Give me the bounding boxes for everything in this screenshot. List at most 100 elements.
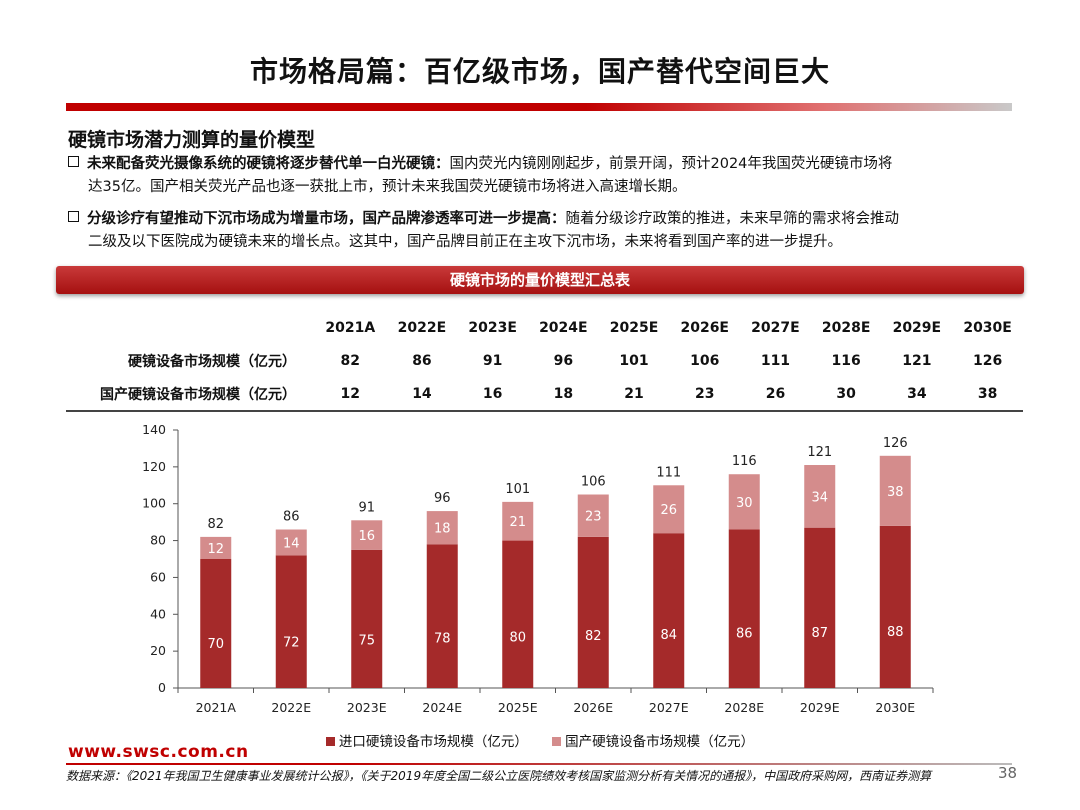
table-cell: 26 [740,377,811,412]
bar-domestic [426,511,458,545]
y-tick-label: 20 [150,643,166,658]
bar-domestic [879,455,911,526]
table-cell: 23 [669,377,741,412]
data-label-import: 82 [585,629,602,644]
legend-swatch-domestic [552,737,562,746]
table-cell: 38 [952,377,1023,412]
bar-import [502,540,534,688]
data-label-total: 111 [656,465,681,480]
data-label-domestic: 21 [509,515,526,530]
checkbox-bullet-icon [68,156,79,167]
x-tick-label: 2023E [347,700,387,715]
x-tick-label: 2024E [422,700,462,715]
data-label-domestic: 16 [358,529,375,544]
bar-domestic [728,474,760,530]
table-cell: 14 [386,377,458,412]
x-tick-label: 2021A [196,700,237,715]
table-cell: 121 [902,352,932,369]
bar-import [351,549,383,688]
data-label-domestic: 34 [811,490,828,505]
data-label-import: 86 [736,627,753,642]
bar-domestic [577,494,609,537]
bullet-lead: 分级诊疗有望推动下沉市场成为增量市场，国产品牌渗透率可进一步提高： [87,211,566,227]
data-label-total: 82 [207,517,224,532]
table-row: 国产硬镜设备市场规模（亿元） 12 14 16 18 21 23 26 30 3… [66,377,1023,412]
bar-import [653,533,685,688]
x-tick-label: 2027E [649,700,689,715]
data-label-import: 88 [887,625,904,640]
y-tick-label: 40 [150,606,166,621]
table-cell: 91 [482,352,503,369]
bullet-text: 随着分级诊疗政策的推进，未来早筛的需求将会推动 [565,211,900,227]
table-cell: 86 [412,352,432,369]
table-cell: 111 [760,352,791,369]
footer-divider [66,763,1012,765]
y-tick-label: 60 [150,569,166,584]
legend-label: 进口硬镜设备市场规模（亿元） [338,734,528,750]
table-corner-cell [66,311,314,344]
data-label-import: 78 [434,632,451,647]
summary-table: 2021A 2022E 2023E 2024E 2025E 2026E 2027… [66,311,1023,412]
page-number: 38 [998,764,1018,782]
chart-legend: 进口硬镜设备市场规模（亿元） 国产硬镜设备市场规模（亿元） [0,730,1080,750]
year-header: 2027E [751,319,800,336]
stacked-bar-chart: 0 20 40 60 80 100 120 140 70 12 82 2021A 72 14 86 2022E… [142,422,934,715]
x-tick-label: 2022E [271,700,311,715]
data-label-total: 96 [434,491,451,506]
data-label-import: 72 [283,636,300,651]
bar-domestic [502,501,534,541]
table-cell: 30 [810,377,882,412]
legend-label: 国产硬镜设备市场规模（亿元） [565,734,755,750]
table-header-row: 2021A 2022E 2023E 2024E 2025E 2026E 2027… [66,311,1023,344]
bar-domestic [351,520,383,550]
y-tick-label: 80 [150,533,166,548]
bar-import [426,544,458,688]
legend-item-import: 进口硬镜设备市场规模（亿元） [325,730,528,750]
bullet-lead: 未来配备荧光摄像系统的硬镜将逐步替代单一白光硬镜： [87,156,450,172]
data-label-domestic: 12 [207,542,224,557]
section-heading: 硬镜市场潜力测算的量价模型 [68,129,316,151]
page-title: 市场格局篇：百亿级市场，国产替代空间巨大 [249,55,830,88]
table-banner: 硬镜市场的量价模型汇总表 [56,266,1024,294]
x-tick-label: 2029E [800,700,840,715]
table-cell: 18 [527,377,599,412]
x-tick-label: 2028E [724,700,764,715]
data-label-domestic: 38 [887,485,904,500]
year-header: 2029E [892,319,942,336]
bar-import [200,559,232,688]
bar-import [577,536,609,688]
checkbox-bullet-icon [68,211,79,222]
data-label-total: 86 [283,510,300,525]
website-link[interactable]: www.swsc.com.cn [68,742,249,762]
data-label-total: 101 [505,482,530,497]
x-tick-label: 2025E [498,700,538,715]
year-header: 2025E [609,319,659,336]
data-label-total: 91 [358,500,375,515]
table-cell: 96 [553,352,574,369]
data-label-domestic: 26 [660,503,677,518]
data-label-domestic: 14 [283,536,300,551]
bar-import [728,529,760,688]
year-header: 2024E [539,319,588,336]
year-header: 2023E [468,319,517,336]
year-header: 2021A [325,319,376,336]
data-label-domestic: 30 [736,496,753,511]
title-divider [66,103,1012,111]
data-label-total: 121 [807,445,832,460]
table-cell: 34 [881,377,953,412]
bullet-item-1: 未来配备荧光摄像系统的硬镜将逐步替代单一白光硬镜：国内荧光内镜刚刚起步，前景开阔… [68,153,1018,199]
data-label-domestic: 23 [585,510,602,525]
table-cell: 12 [314,377,387,412]
bar-domestic [653,485,685,534]
legend-swatch-import [325,737,335,746]
data-label-import: 87 [811,626,828,641]
bullet-text-continued: 达35亿。国产相关荧光产品也逐一获批上市，预计未来我国荧光硬镜市场将进入高速增长… [88,179,687,195]
data-label-import: 70 [207,637,224,652]
year-header: 2026E [680,319,729,336]
x-tick-label: 2030E [875,700,915,715]
y-tick-label: 0 [158,680,166,695]
y-tick-label: 140 [142,422,166,437]
table-cell: 116 [831,352,861,369]
table-cell: 126 [972,352,1003,369]
data-label-import: 75 [358,634,375,649]
